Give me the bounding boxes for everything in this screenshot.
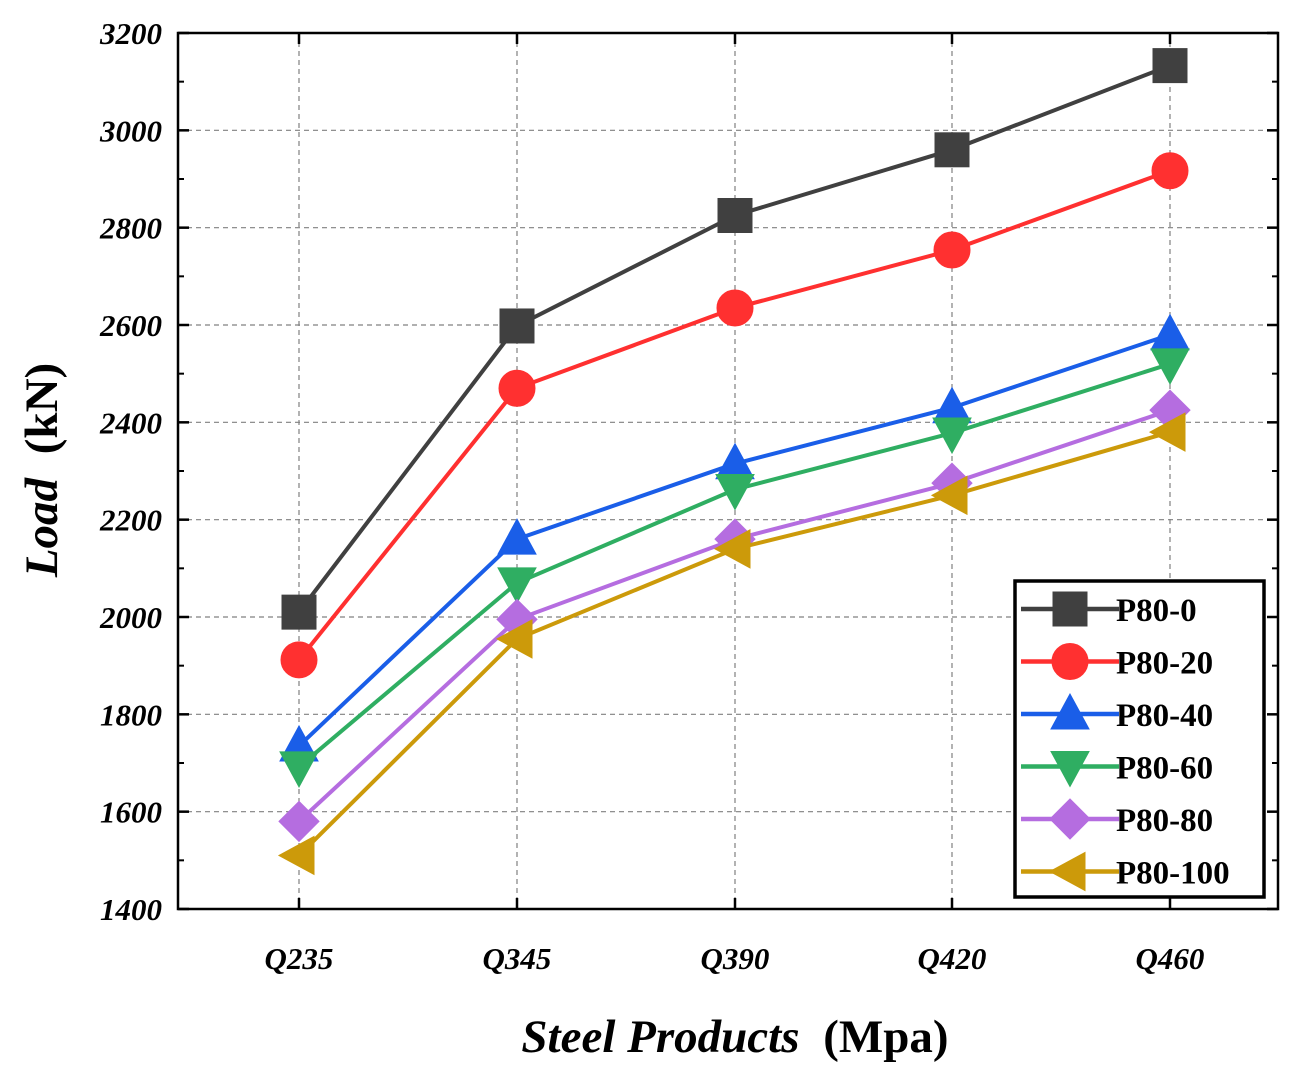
data-point	[934, 132, 970, 168]
y-axis-title-unit: (kN)	[16, 363, 68, 454]
y-tick-labels: 1400 1600 1800 2000 2200 2400 2600 2800 3000 3200	[99, 16, 162, 927]
y-tick-label: 3200	[99, 16, 162, 51]
x-tick-label: Q345	[483, 941, 552, 976]
legend-marker	[1048, 851, 1086, 892]
legend-label: P80-80	[1116, 803, 1213, 839]
legend-marker	[1052, 591, 1088, 627]
y-tick-label: 1600	[100, 795, 162, 830]
legend-item: P80-100	[1021, 851, 1230, 892]
y-tick-label: 2800	[99, 211, 162, 246]
x-tick-label: Q235	[265, 941, 334, 976]
plot-frame	[176, 31, 1280, 911]
series-p80-60	[279, 348, 1190, 788]
legend-item: P80-40	[1021, 692, 1213, 734]
series-layer	[277, 48, 1191, 876]
y-tick-label: 2600	[99, 308, 162, 343]
data-point	[932, 417, 972, 455]
legend: P80-0 P80-20 P80-40 P80-60 P80-80 P80-100	[1013, 579, 1266, 899]
legend-marker	[1049, 798, 1091, 840]
y-tick-label: 1800	[100, 697, 162, 732]
data-point	[278, 800, 320, 843]
data-point	[498, 369, 536, 407]
data-point	[497, 567, 537, 604]
data-point	[1152, 48, 1188, 84]
data-point	[1148, 412, 1186, 452]
legend-label: P80-100	[1116, 856, 1230, 892]
x-axis-title-unit: (Mpa)	[823, 1011, 948, 1063]
legend-label: P80-20	[1116, 646, 1213, 682]
series-p80-0	[281, 48, 1188, 630]
legend-marker	[1050, 751, 1090, 788]
x-axis-title-italic: Steel Products	[521, 1011, 799, 1063]
data-point	[1150, 348, 1190, 385]
y-tick-label: 2200	[99, 503, 162, 538]
x-tick-labels: Q235 Q345 Q390 Q420 Q460	[265, 941, 1205, 976]
x-axis-title: Steel Products (Mpa)	[521, 1011, 948, 1063]
data-point	[277, 835, 315, 876]
data-point	[717, 198, 753, 233]
data-point	[497, 518, 537, 555]
y-tick-label: 2000	[99, 600, 162, 635]
data-point	[715, 473, 755, 511]
y-tick-label: 2400	[99, 405, 162, 440]
y-tick-label: 3000	[99, 113, 162, 148]
legend-items: P80-0 P80-20 P80-40 P80-60 P80-80 P80-100	[1021, 591, 1230, 892]
data-point	[933, 231, 971, 269]
data-point	[716, 289, 754, 327]
legend-item: P80-20	[1021, 643, 1213, 682]
data-point	[281, 594, 317, 630]
x-tick-label: Q460	[1136, 941, 1205, 976]
data-point	[930, 475, 968, 516]
data-point	[1151, 152, 1189, 190]
data-point	[279, 751, 319, 788]
legend-item: P80-0	[1021, 591, 1197, 629]
data-point	[499, 308, 535, 344]
legend-item: P80-80	[1021, 798, 1213, 840]
series-p80-20	[280, 152, 1189, 679]
series-p80-100	[277, 412, 1186, 876]
x-tick-label: Q390	[701, 941, 770, 976]
y-axis-title: Load (kN)	[16, 363, 68, 578]
legend-label: P80-40	[1116, 698, 1213, 734]
legend-marker	[1050, 692, 1090, 730]
legend-label: P80-0	[1116, 593, 1197, 629]
y-tick-label: 1400	[100, 892, 162, 927]
legend-frame	[1013, 579, 1266, 899]
legend-label: P80-60	[1116, 751, 1213, 787]
data-point	[495, 619, 533, 659]
data-point	[280, 641, 318, 679]
y-axis-title-italic: Load	[16, 476, 68, 578]
legend-item: P80-60	[1021, 751, 1213, 788]
data-point	[713, 529, 751, 569]
legend-marker	[1051, 643, 1089, 680]
x-tick-label: Q420	[918, 941, 987, 976]
